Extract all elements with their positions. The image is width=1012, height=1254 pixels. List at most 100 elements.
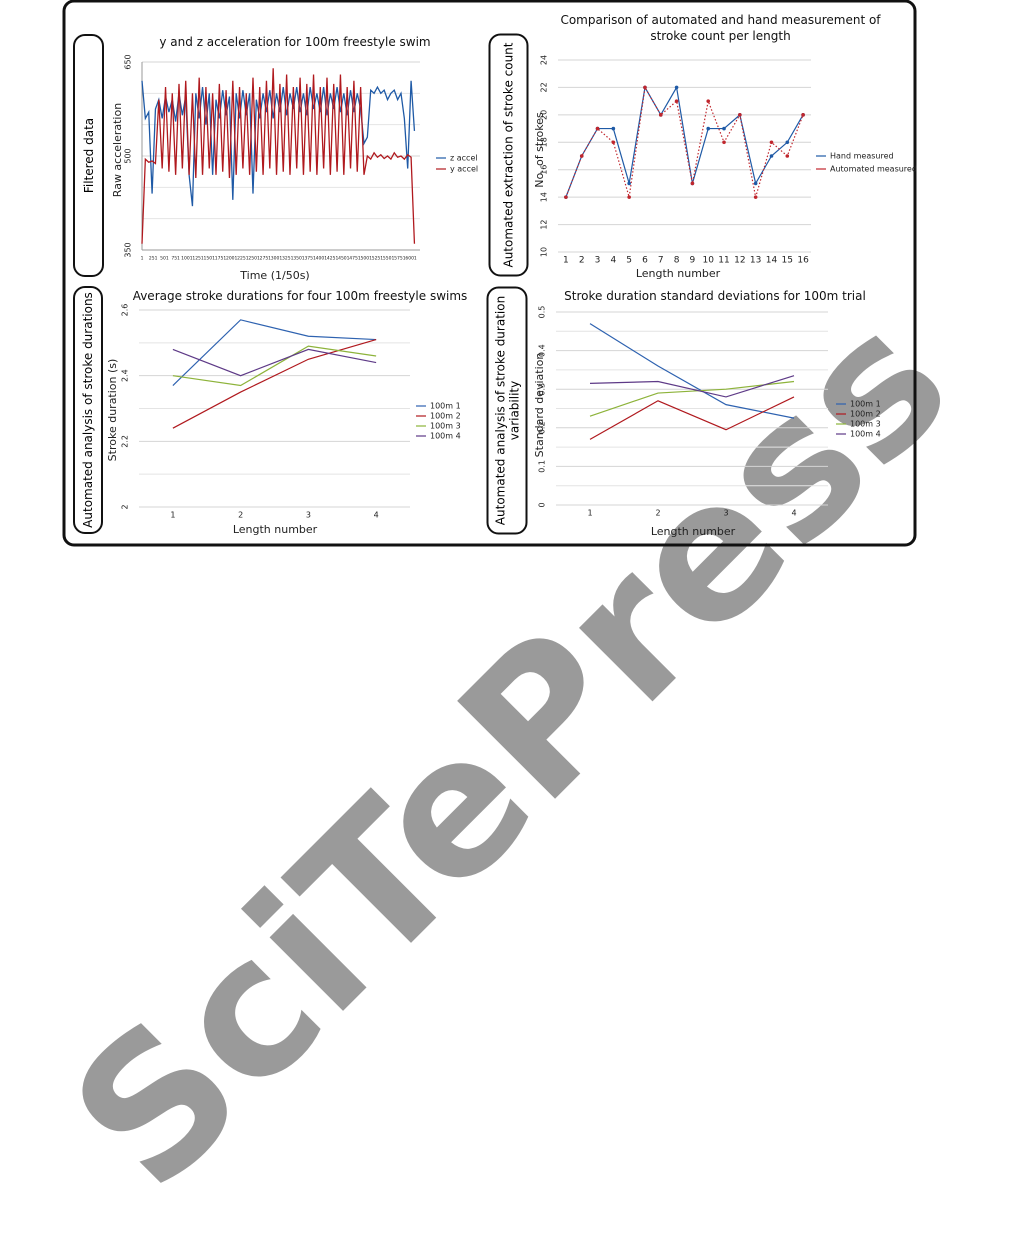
x-tick-label: 7: [658, 256, 664, 266]
x-tick-label: 5501: [383, 256, 395, 262]
x-tick-label: 12: [734, 256, 745, 266]
legend-label: z accel: [450, 154, 478, 163]
x-tick-label: 1251: [192, 256, 204, 262]
y-tick-label: 20: [540, 110, 549, 120]
series-line: [172, 319, 377, 386]
x-axis-label: Time (1/50s): [239, 269, 309, 282]
y-tick-label: 2.2: [121, 435, 130, 448]
point: [801, 113, 805, 117]
x-tick-label: 4: [791, 509, 796, 518]
point: [643, 85, 647, 90]
x-tick-label: 6001: [405, 256, 417, 262]
legend-label: Automated measured: [830, 165, 917, 174]
chart-title: y and z acceleration for 100m freestyle …: [159, 35, 431, 49]
x-tick-label: 3: [595, 256, 601, 266]
x-tick-label: 1: [170, 511, 175, 520]
legend-label: y accel: [450, 165, 478, 174]
legend-label: 100m 3: [850, 420, 881, 429]
legend-label: 100m 1: [850, 400, 881, 409]
side-label: Automated analysis of stroke durations: [73, 286, 103, 534]
x-tick-label: 5251: [372, 256, 384, 262]
x-tick-label: 4751: [349, 256, 361, 262]
point: [785, 140, 790, 145]
x-tick-label: 1501: [204, 256, 216, 262]
x-tick-label: 9: [690, 256, 696, 266]
x-tick-label: 11: [718, 256, 729, 266]
x-tick-label: 4: [374, 511, 379, 520]
x-tick-label: 6: [642, 256, 648, 266]
y-tick-label: 24: [540, 55, 549, 65]
legend-label: 100m 4: [430, 432, 461, 441]
y-tick-label: 12: [540, 219, 549, 229]
chart-title: Average stroke durations for four 100m f…: [132, 289, 468, 303]
series-line: [565, 85, 804, 198]
x-tick-label: 3251: [282, 256, 294, 262]
legend-label: 100m 3: [430, 422, 461, 431]
x-tick-label: 2751: [260, 256, 272, 262]
x-tick-label: 3001: [271, 256, 283, 262]
x-axis-label: Length number: [636, 267, 721, 280]
y-tick-label: 650: [124, 54, 133, 69]
side-label: Automated extraction of stroke count: [488, 33, 529, 277]
x-tick-label: 1: [587, 509, 592, 518]
x-tick-label: 1001: [181, 256, 193, 262]
point: [785, 154, 790, 158]
y-tick-label: 10: [540, 247, 549, 257]
point: [564, 195, 568, 199]
series-line: [589, 323, 795, 419]
point: [722, 140, 726, 145]
y-tick-label: 0.3: [538, 383, 547, 396]
x-tick-label: 2501: [248, 256, 260, 262]
point: [769, 154, 774, 158]
side-label: Filtered data: [73, 34, 104, 277]
y-axis-label: Stroke duration (s): [106, 359, 119, 462]
point: [611, 140, 616, 145]
x-tick-label: 3501: [293, 256, 305, 262]
x-tick-label: 2001: [226, 256, 238, 262]
x-tick-label: 8: [674, 256, 680, 266]
x-tick-label: 3: [723, 509, 728, 518]
x-tick-label: 2251: [237, 256, 249, 262]
x-tick-label: 4501: [338, 256, 350, 262]
x-tick-label: 3: [306, 511, 311, 520]
point: [753, 181, 758, 186]
chart-title: Stroke duration standard deviations for …: [564, 289, 866, 303]
point: [674, 99, 679, 103]
x-tick-label: 3751: [304, 256, 316, 262]
point: [690, 181, 695, 186]
y-tick-label: 0.5: [538, 306, 547, 319]
series-line: [172, 345, 377, 387]
x-tick-label: 1751: [215, 256, 227, 262]
x-tick-label: 2: [655, 509, 660, 518]
x-tick-label: 4001: [316, 256, 328, 262]
point: [769, 140, 774, 145]
point: [753, 195, 758, 199]
x-tick-label: 2: [579, 256, 585, 266]
x-tick-label: 16: [797, 256, 809, 266]
x-tick-label: 14: [766, 256, 778, 266]
y-tick-label: 350: [124, 242, 133, 257]
y-tick-label: 500: [124, 148, 133, 163]
legend-label: 100m 2: [850, 410, 881, 419]
x-tick-label: 13: [750, 256, 761, 266]
x-tick-label: 1: [141, 256, 144, 262]
series-line: [141, 68, 416, 244]
x-axis-label: Length number: [651, 525, 736, 538]
legend-label: 100m 1: [430, 402, 461, 411]
y-axis-label: Standard deviation: [533, 353, 546, 458]
series-line: [172, 338, 377, 429]
point: [579, 154, 584, 158]
series-line: [589, 375, 795, 398]
point: [738, 113, 742, 117]
point: [674, 85, 679, 90]
y-axis-label: Raw acceleration: [111, 103, 124, 197]
y-tick-label: 18: [540, 137, 549, 147]
legend-label: 100m 2: [430, 412, 461, 421]
x-tick-label: 15: [782, 256, 793, 266]
point: [611, 126, 616, 131]
legend-label: 100m 4: [850, 430, 881, 439]
series-line: [172, 348, 377, 377]
y-tick-label: 0: [538, 502, 547, 507]
point: [658, 113, 663, 117]
